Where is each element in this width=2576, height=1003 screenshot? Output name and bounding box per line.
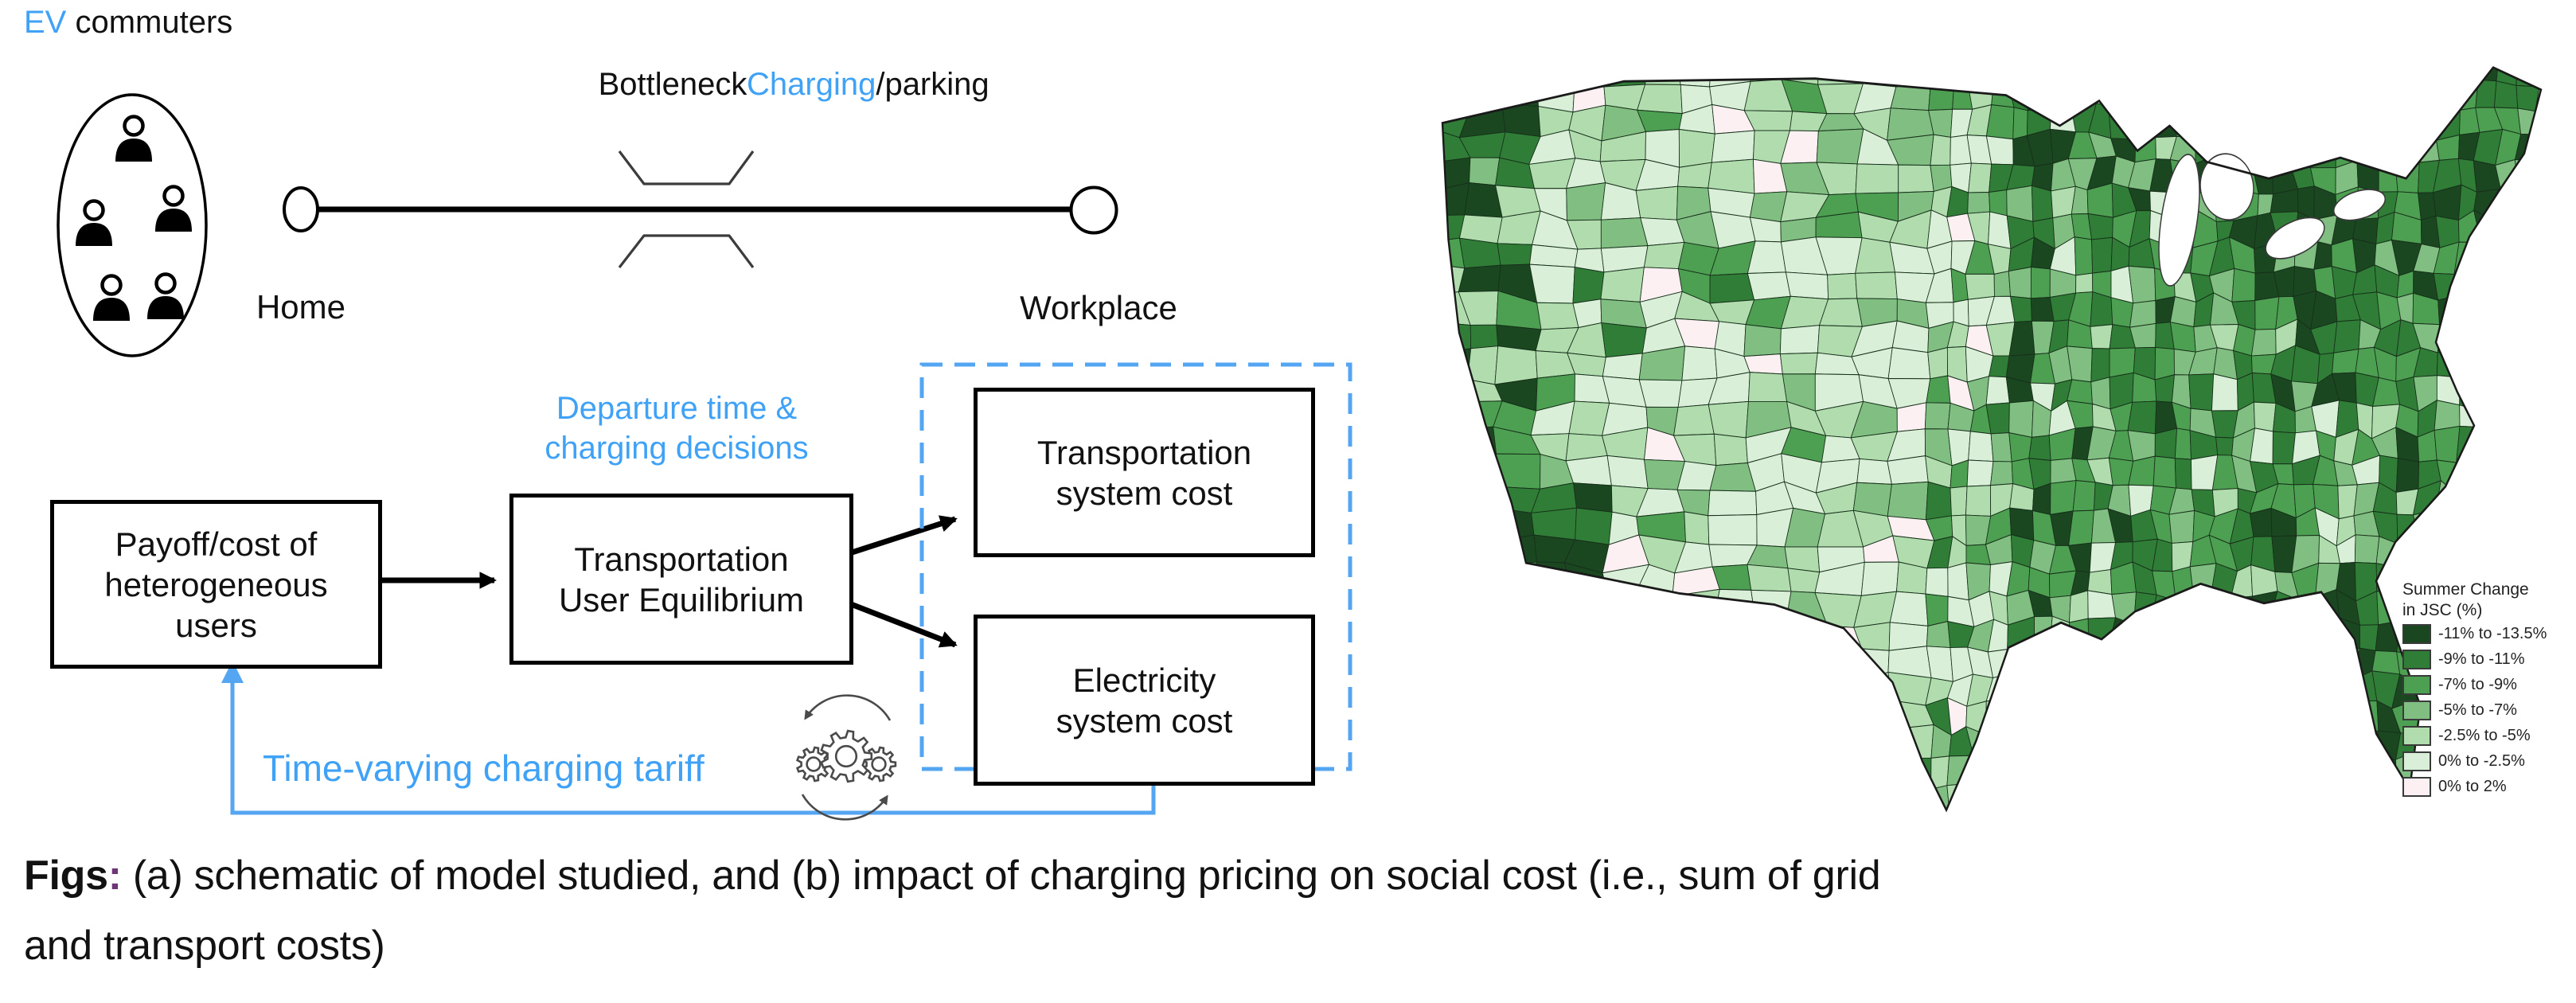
workplace-node	[1069, 185, 1118, 235]
person-icon	[93, 274, 130, 321]
us-outline	[1441, 66, 2543, 813]
map-legend: Summer Change in JSC (%) -11% to -13.5% …	[2402, 580, 2547, 799]
schematic-diagram	[57, 93, 1352, 821]
legend-swatch	[2402, 649, 2431, 669]
caption-line-2: and transport costs)	[24, 923, 385, 969]
charging-text: Charging	[747, 67, 876, 102]
person-icon	[155, 185, 192, 232]
electricity-system-cost-box: Electricity system cost	[974, 615, 1315, 786]
arrow-tue-to-electricity-cost	[845, 599, 958, 648]
legend-swatch	[2402, 700, 2431, 720]
home-node	[283, 186, 319, 232]
us-choropleth-map	[1441, 66, 2543, 813]
tariff-feedback-arrowhead	[221, 661, 244, 683]
figure-caption: Figs: (a) schematic of model studied, an…	[24, 841, 2555, 981]
payoff-cost-box: Payoff/cost of heterogeneous users	[50, 500, 382, 669]
legend-row: -5% to -7%	[2402, 697, 2547, 723]
transportation-user-equilibrium-box: Transportation User Equilibrium	[509, 494, 853, 665]
legend-swatch	[2402, 751, 2431, 771]
bottleneck-label: Bottleneck	[598, 67, 747, 102]
legend-swatch	[2402, 725, 2431, 746]
person-icon	[76, 199, 112, 246]
workplace-label: Workplace	[1020, 289, 1177, 326]
parking-text: /parking	[876, 67, 989, 102]
charging-parking-label: Charging/parking	[747, 67, 989, 103]
road-bottleneck-icon	[618, 150, 755, 185]
legend-row: -11% to -13.5%	[2402, 621, 2547, 646]
iteration-gears-icon	[795, 694, 897, 821]
transportation-system-cost-box: Transportation system cost	[974, 388, 1315, 557]
county-cells	[1442, 67, 2541, 810]
caption-line-1: Figs: (a) schematic of model studied, an…	[24, 853, 1881, 899]
departure-decisions-label: Departure time & charging decisions	[544, 391, 809, 466]
commuters-text: commuters	[66, 5, 233, 40]
legend-row: -7% to -9%	[2402, 672, 2547, 697]
person-icon	[115, 115, 152, 162]
legend-swatch	[2402, 776, 2431, 797]
legend-row: -9% to -11%	[2402, 646, 2547, 672]
person-icon	[147, 272, 184, 319]
legend-row: 0% to 2%	[2402, 774, 2547, 799]
ev-text: EV	[24, 5, 67, 40]
legend-swatch	[2402, 623, 2431, 644]
arrow-tue-to-transport-cost	[845, 515, 958, 557]
legend-row: -2.5% to -5%	[2402, 723, 2547, 748]
legend-title: Summer Change in JSC (%)	[2402, 580, 2529, 619]
road-bottleneck-icon	[618, 234, 755, 268]
panel-a-title: EV commuters	[24, 5, 232, 41]
person-icons	[76, 115, 192, 321]
tariff-label: Time-varying charging tariff	[263, 747, 704, 789]
legend-row: 0% to -2.5%	[2402, 748, 2547, 774]
tariff-feedback-line	[230, 675, 1156, 815]
home-label: Home	[256, 288, 346, 326]
legend-swatch	[2402, 674, 2431, 695]
